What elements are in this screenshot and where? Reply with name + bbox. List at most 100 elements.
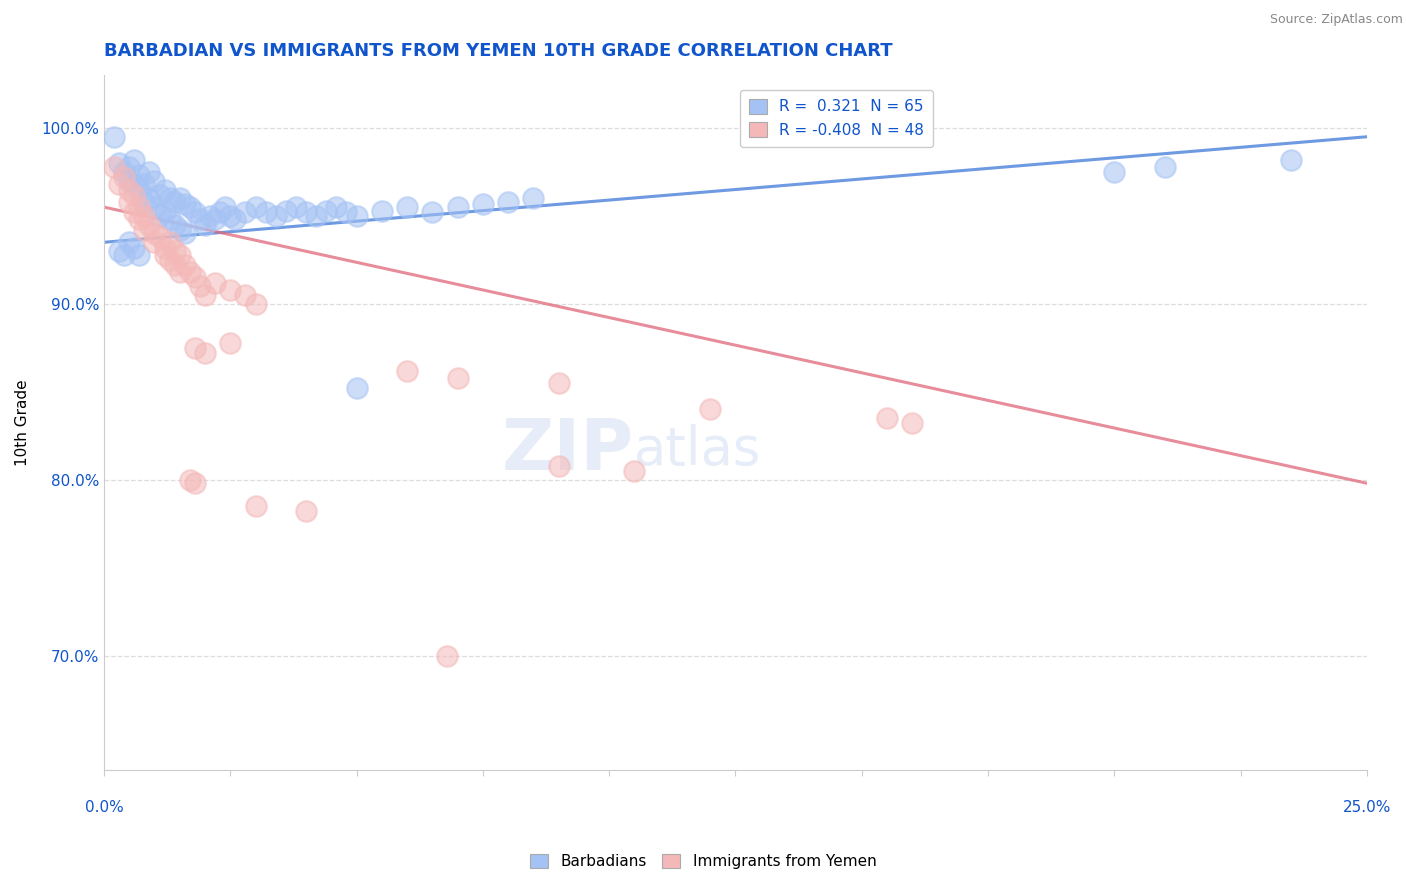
Point [235, 205, 257, 219]
Point [1102, 165, 1125, 179]
Point [134, 178, 156, 192]
Text: 0.0%: 0.0% [84, 799, 124, 814]
Point [103, 160, 125, 174]
Point [179, 473, 201, 487]
Point [547, 458, 569, 473]
Point [169, 223, 191, 237]
Point [371, 203, 394, 218]
Point [128, 212, 150, 227]
Point [153, 247, 176, 261]
Y-axis label: 10th Grade: 10th Grade [15, 379, 30, 466]
Text: Source: ZipAtlas.com: Source: ZipAtlas.com [1270, 13, 1403, 27]
Point [179, 200, 201, 214]
Point [198, 209, 221, 223]
Point [188, 279, 211, 293]
Point [118, 160, 141, 174]
Point [335, 205, 357, 219]
Point [245, 499, 267, 513]
Point [184, 341, 207, 355]
Point [148, 209, 170, 223]
Point [148, 230, 170, 244]
Point [173, 196, 195, 211]
Point [209, 205, 232, 219]
Point [128, 200, 150, 214]
Point [188, 212, 211, 227]
Point [169, 265, 191, 279]
Point [153, 182, 176, 196]
Point [169, 191, 191, 205]
Point [112, 170, 135, 185]
Point [1153, 160, 1175, 174]
Point [420, 205, 443, 219]
Point [163, 244, 186, 258]
Point [1279, 153, 1302, 167]
Point [184, 270, 207, 285]
Point [163, 194, 186, 209]
Point [159, 212, 181, 227]
Point [143, 235, 166, 250]
Point [138, 218, 160, 232]
Point [325, 200, 347, 214]
Point [173, 227, 195, 241]
Point [446, 200, 468, 214]
Point [204, 276, 226, 290]
Point [315, 203, 337, 218]
Legend: R =  0.321  N = 65, R = -0.408  N = 48: R = 0.321 N = 65, R = -0.408 N = 48 [740, 90, 934, 147]
Point [128, 169, 150, 183]
Text: 25.0%: 25.0% [1343, 799, 1391, 814]
Point [138, 191, 160, 205]
Point [118, 194, 141, 209]
Point [179, 265, 201, 279]
Point [169, 247, 191, 261]
Point [153, 241, 176, 255]
Point [159, 235, 181, 250]
Point [224, 212, 246, 227]
Point [204, 212, 226, 227]
Point [346, 209, 368, 223]
Point [134, 223, 156, 237]
Point [184, 205, 207, 219]
Point [194, 218, 217, 232]
Point [219, 209, 242, 223]
Point [284, 200, 307, 214]
Point [623, 464, 645, 478]
Point [264, 209, 287, 223]
Point [219, 283, 242, 297]
Point [153, 205, 176, 219]
Point [108, 156, 131, 170]
Point [108, 178, 131, 192]
Point [159, 252, 181, 267]
Point [254, 205, 277, 219]
Point [901, 417, 924, 431]
Point [295, 205, 318, 219]
Point [112, 165, 135, 179]
Point [163, 218, 186, 232]
Point [128, 247, 150, 261]
Point [305, 209, 328, 223]
Point [235, 288, 257, 302]
Point [699, 402, 721, 417]
Point [159, 191, 181, 205]
Point [295, 504, 318, 518]
Text: BARBADIAN VS IMMIGRANTS FROM YEMEN 10TH GRADE CORRELATION CHART: BARBADIAN VS IMMIGRANTS FROM YEMEN 10TH … [104, 42, 893, 60]
Point [219, 335, 242, 350]
Text: ZIP: ZIP [502, 416, 634, 485]
Point [118, 235, 141, 250]
Point [124, 187, 146, 202]
Point [471, 196, 494, 211]
Point [143, 174, 166, 188]
Point [184, 476, 207, 491]
Point [112, 247, 135, 261]
Point [124, 153, 146, 167]
Point [194, 288, 217, 302]
Point [245, 297, 267, 311]
Point [118, 182, 141, 196]
Point [118, 174, 141, 188]
Point [346, 381, 368, 395]
Point [124, 178, 146, 192]
Point [194, 346, 217, 360]
Point [173, 258, 195, 272]
Point [547, 376, 569, 390]
Point [396, 200, 419, 214]
Point [124, 241, 146, 255]
